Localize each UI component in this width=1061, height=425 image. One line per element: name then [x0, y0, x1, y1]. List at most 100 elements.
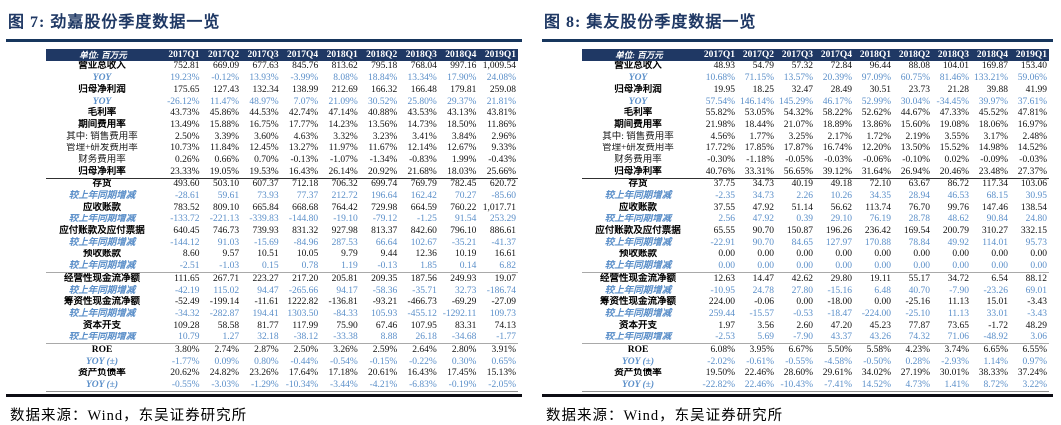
cell-value: 809.10: [212, 202, 240, 213]
cell-value: 3.95%: [749, 344, 774, 355]
cell-value: 8.60: [182, 249, 200, 260]
cell-value: 3.55%: [944, 131, 969, 142]
cell-value: 49.18: [830, 179, 852, 190]
cell-value: 2.74%: [214, 344, 240, 355]
table-row: 管理+研发费用率 10.73% 11.84% 12.45% 13.27% 11.97% 11…: [46, 143, 518, 155]
cell-value: 55.17: [908, 273, 930, 284]
row-label: 较上年同期增减: [582, 260, 698, 274]
cell-value: 15.60%: [900, 119, 930, 130]
cell-value: 147.46: [981, 202, 1008, 213]
cell-value: 1.27: [201, 331, 242, 345]
cell-value: -10.43%: [776, 379, 815, 392]
cell-value: 17.90%: [447, 73, 477, 84]
cell-value: 43.73%: [170, 108, 200, 119]
cell-value: 13.93%: [249, 73, 279, 84]
cell-value: 72.84: [830, 61, 852, 72]
row-label: 管理+研发费用率: [602, 143, 674, 154]
cell-value: 39.12%: [815, 165, 854, 179]
cell-value: 669.09: [212, 61, 240, 72]
cell-value: 26.18: [399, 331, 439, 345]
table-row: ROE 3.80% 2.74% 2.87% 2.50% 3.26% 2.59% 2.64% 2.…: [46, 344, 518, 356]
row-label: ROE: [91, 344, 113, 355]
row-label: 较上年同期增减: [582, 331, 698, 345]
row-label: 管理+研发费用率: [66, 143, 138, 154]
column-header: 2019Q1: [1010, 49, 1049, 61]
cell-value: 664.59: [410, 202, 437, 213]
cell-value: 70.27: [455, 191, 477, 202]
row-label: 财务费用率: [78, 154, 126, 165]
cell-value: 0.00: [932, 260, 971, 274]
cell-value: 68.15: [986, 191, 1008, 202]
cell-value: 2.17%: [827, 131, 852, 142]
row-label: 筹资性现金流净额: [63, 297, 140, 308]
cell-value: 30.01%: [939, 368, 969, 379]
cell-value: -2.35: [715, 191, 735, 202]
table-row: 预收账款 8.60 9.57 10.51 10.05 9.79 9.44 12.36 10.19…: [46, 249, 518, 261]
cell-value: 927.98: [331, 226, 358, 237]
cell-value: -133.72: [170, 214, 200, 225]
cell-value: -18.47: [827, 308, 852, 319]
cell-value: 712.18: [292, 179, 319, 190]
cell-value: 43.37: [815, 331, 854, 345]
row-label: 毛利率: [87, 108, 117, 119]
data-source: 数据来源：Wind，东吴证券研究所: [10, 408, 248, 425]
cell-value: 0.97%: [1022, 356, 1047, 367]
cell-value: 27.19%: [900, 368, 930, 379]
cell-value: -1.77: [478, 331, 518, 345]
cell-value: -1.07%: [330, 154, 358, 165]
cell-value: -2.93%: [941, 356, 969, 367]
table-row: 毛利率 43.73% 45.86% 44.53% 42.74% 47.14% 40.88% 4…: [46, 107, 518, 119]
cell-value: -33.38: [320, 331, 360, 345]
cell-value: 47.14%: [328, 108, 358, 119]
cell-value: 77.87: [908, 320, 930, 331]
cell-value: 16.43%: [280, 165, 321, 179]
cell-value: -1.29%: [241, 379, 281, 392]
column-header: 2019Q1: [478, 49, 518, 61]
table-row: 应付账款及应付票据 65.55 90.70 150.87 196.26 236.42 169…: [582, 225, 1049, 237]
cell-value: 0.66%: [214, 154, 240, 165]
cell-value: 96.44: [869, 61, 891, 72]
cell-value: 200.79: [942, 226, 969, 237]
cell-value: 46.53: [947, 191, 969, 202]
row-label: 资本开支: [82, 320, 121, 331]
cell-value: 91.54: [455, 214, 477, 225]
cell-value: 13.86%: [861, 119, 891, 130]
cell-value: 29.37%: [447, 96, 477, 107]
cell-value: 813.37: [371, 226, 398, 237]
table-row: 存货 37.75 34.73 40.19 49.18 72.10 63.67 86.72 117…: [582, 178, 1049, 190]
row-label: YOY (±): [621, 356, 655, 367]
cell-value: 2.50%: [175, 131, 200, 142]
cell-value: -4.21%: [359, 379, 400, 392]
cell-value: 24.78: [752, 285, 774, 296]
cell-value: 813.62: [331, 61, 358, 72]
cell-value: 11.13: [947, 308, 969, 319]
cell-value: 58.58: [217, 320, 240, 331]
cell-value: 3.32%: [333, 131, 358, 142]
cell-value: 503.10: [212, 179, 240, 190]
table-row: 较上年同期增减 -42.19 115.02 94.47 -265.66 94.17 -58.…: [46, 285, 518, 297]
cell-value: 0.09%: [214, 356, 240, 367]
cell-value: -93.21: [372, 297, 398, 308]
row-label: 其中: 销售费用率: [66, 131, 138, 142]
row-label: 毛利率: [623, 108, 653, 119]
cell-value: -0.06: [754, 297, 774, 308]
row-label: 归母净利率: [46, 165, 162, 179]
cell-value: 102.67: [410, 237, 437, 248]
row-label: 应收账款: [82, 202, 121, 213]
cell-value: 706.32: [331, 179, 358, 190]
cell-value: 34.73: [752, 179, 774, 190]
cell-value: 28.60%: [783, 368, 813, 379]
cell-value: 0.00: [874, 249, 891, 260]
cell-value: 30.95: [1025, 191, 1047, 202]
table-row: 较上年同期增减 -2.35 34.73 2.26 10.26 34.35 28.94 46.5…: [582, 190, 1049, 202]
cell-value: 783.52: [173, 202, 200, 213]
cell-value: 40.19: [791, 179, 813, 190]
table-body: 营业总收入 752.81 669.09 677.63 845.76 813.62 795.1…: [46, 61, 518, 392]
cell-value: 24.80: [1025, 214, 1047, 225]
cell-value: 48.93: [713, 61, 735, 72]
cell-value: -0.03%: [1019, 154, 1047, 165]
cell-value: 1303.50: [287, 308, 319, 319]
cell-value: 677.63: [252, 61, 279, 72]
cell-value: 19.11: [869, 273, 891, 284]
cell-value: 76.70: [908, 202, 930, 213]
